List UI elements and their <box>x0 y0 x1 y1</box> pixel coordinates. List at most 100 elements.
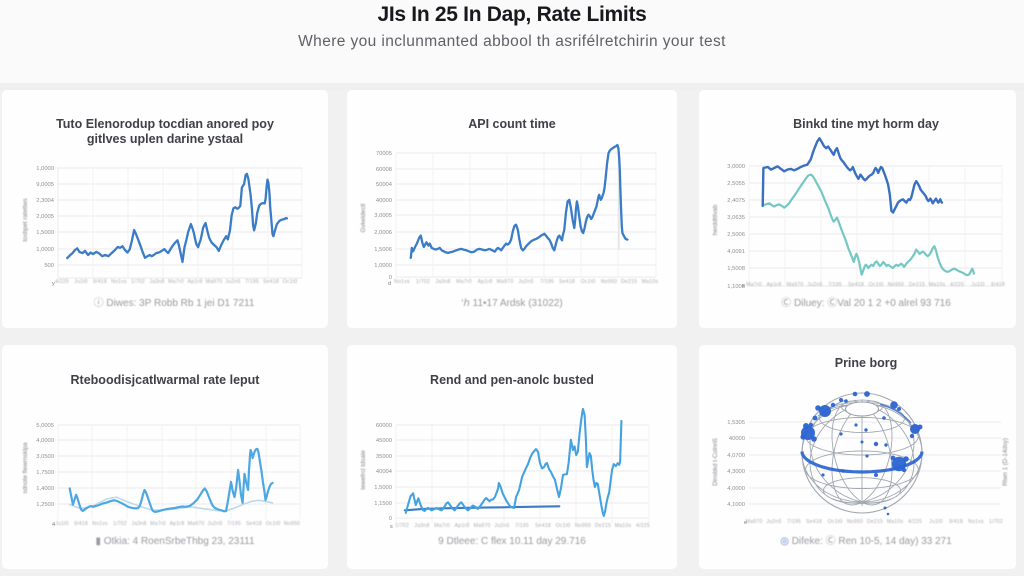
svg-text:Ma970: Ma970 <box>188 521 205 527</box>
svg-text:4,0000: 4,0000 <box>727 486 745 492</box>
svg-text:4,0700: 4,0700 <box>727 453 745 459</box>
svg-text:No950: No950 <box>575 523 591 529</box>
svg-text:3,0005: 3,0005 <box>374 213 392 219</box>
svg-text:Ma10s: Ma10s <box>929 282 946 288</box>
svg-text:Oc1t0: Oc1t0 <box>869 282 884 288</box>
svg-text:Ma10s: Ma10s <box>615 523 632 529</box>
svg-text:Oc1t0: Oc1t0 <box>556 523 571 529</box>
svg-text:7/195: 7/195 <box>787 519 801 525</box>
svg-text:‘ℎ 11•17 Ardsk (31022): ‘ℎ 11•17 Ardsk (31022) <box>461 298 562 309</box>
svg-text:De215: De215 <box>595 523 611 529</box>
svg-text:Se418: Se418 <box>246 521 262 527</box>
svg-text:Ju2n5: Ju2n5 <box>494 523 509 529</box>
svg-text:Ma10s: Ma10s <box>642 279 659 285</box>
svg-text:Rend and pen-anolc busted: Rend and pen-anolc busted <box>430 373 594 387</box>
svg-text:Ma10s: Ma10s <box>887 519 904 525</box>
svg-text:2,4075: 2,4075 <box>727 198 745 204</box>
svg-text:Ju1l0: Ju1l0 <box>55 521 68 527</box>
svg-text:Se418: Se418 <box>263 279 279 285</box>
svg-text:Ⓒ Diluey: ⒸVal 20 1 2 +0 alre: Ⓒ Diluey: ⒸVal 20 1 2 +0 alrel 93 716 <box>781 297 951 309</box>
svg-text:7/195: 7/195 <box>245 279 259 285</box>
svg-text:4,3000: 4,3000 <box>727 469 745 475</box>
svg-text:Oc1t0: Oc1t0 <box>266 521 281 527</box>
svg-text:Ma7r0: Ma7r0 <box>746 282 762 288</box>
svg-text:No1vs: No1vs <box>92 521 108 527</box>
svg-text:No950: No950 <box>601 279 617 285</box>
svg-text:De215: De215 <box>867 519 883 525</box>
svg-text:9,0005: 9,0005 <box>36 182 54 188</box>
svg-text:Se418: Se418 <box>559 279 575 285</box>
svg-text:Ap1r8: Ap1r8 <box>478 279 493 285</box>
svg-text:4,0000: 4,0000 <box>36 438 54 444</box>
svg-text:Ja3n8: Ja3n8 <box>149 279 164 285</box>
svg-text:Se418: Se418 <box>848 282 864 288</box>
svg-text:Ma970: Ma970 <box>474 523 491 529</box>
svg-text:4,0091: 4,0091 <box>727 249 745 255</box>
svg-text:API count time: API count time <box>468 117 556 131</box>
svg-text:4/225: 4/225 <box>55 279 69 285</box>
svg-text:4/225: 4/225 <box>908 519 922 525</box>
svg-text:tosbpet ratetlws: tosbpet ratetlws <box>22 198 29 241</box>
svg-text:9/418: 9/418 <box>93 279 107 285</box>
svg-text:No950: No950 <box>888 282 904 288</box>
svg-text:1/702: 1/702 <box>989 519 1003 525</box>
svg-text:7/195: 7/195 <box>515 523 529 529</box>
svg-text:Ma970: Ma970 <box>497 279 514 285</box>
svg-text:Binkd tine myt horm day: Binkd tine myt horm day <box>793 117 939 131</box>
svg-text:7/195: 7/195 <box>828 282 842 288</box>
svg-text:9 Dtleee: C flex 10.11 day 29: 9 Dtleee: C flex 10.11 day 29.716 <box>438 536 586 547</box>
svg-text:9/418: 9/418 <box>991 282 1005 288</box>
svg-text:Rteboodisjcatlwarmal rate lepu: Rteboodisjcatlwarmal rate leput <box>71 373 261 387</box>
svg-text:Ju1l0: Ju1l0 <box>74 279 87 285</box>
svg-text:Ap1r8: Ap1r8 <box>170 521 185 527</box>
svg-text:40000: 40000 <box>729 436 745 442</box>
svg-text:1,0000: 1,0000 <box>36 166 54 172</box>
svg-text:1,5000: 1,5000 <box>374 485 392 491</box>
svg-text:e: e <box>744 520 747 526</box>
svg-text:9/418: 9/418 <box>74 521 88 527</box>
svg-text:sdnote flewrnsklpa: sdnote flewrnsklpa <box>22 442 29 494</box>
svg-text:3,0000: 3,0000 <box>727 164 745 170</box>
svg-text:3,0500: 3,0500 <box>36 454 54 460</box>
svg-text:De215: De215 <box>621 279 637 285</box>
svg-text:No1vs: No1vs <box>968 519 984 525</box>
svg-text:Ja3n8: Ja3n8 <box>435 279 450 285</box>
svg-text:70005: 70005 <box>376 151 392 157</box>
svg-text:50004: 50004 <box>376 182 393 188</box>
svg-text:40000: 40000 <box>376 198 392 204</box>
svg-text:Ma7r0: Ma7r0 <box>150 521 166 527</box>
svg-text:1,0000: 1,0000 <box>36 247 54 253</box>
svg-text:1,5305: 1,5305 <box>727 420 745 426</box>
svg-text:y: y <box>52 281 55 287</box>
svg-text:Ja3n8: Ja3n8 <box>414 523 429 529</box>
svg-text:Ju1l0: Ju1l0 <box>971 282 984 288</box>
svg-text:tewefrcl tdsale: tewefrcl tdsale <box>360 450 367 490</box>
svg-text:ⓘ Diwes: 3P Robb Rb 1 jei D1: ⓘ Diwes: 3P Robb Rb 1 jei D1 7211 <box>94 297 255 309</box>
svg-text:Rlwn 1 (D-14dsy): Rlwn 1 (D-14dsy) <box>1002 438 1009 486</box>
svg-text:Ma970: Ma970 <box>787 282 804 288</box>
svg-text:2,3004: 2,3004 <box>36 198 55 204</box>
svg-text:Dinsbkd t-Colnriß: Dinsbkd t-Colnriß <box>712 438 719 486</box>
svg-text:No1vs: No1vs <box>394 279 410 285</box>
svg-text:45000: 45000 <box>376 438 392 444</box>
svg-text:Ma970: Ma970 <box>746 519 763 525</box>
svg-text:Se418: Se418 <box>806 519 822 525</box>
svg-text:Prine borg: Prine borg <box>835 356 898 370</box>
svg-text:5,0005: 5,0005 <box>36 423 54 429</box>
svg-text:No950: No950 <box>847 519 863 525</box>
svg-text:2,0006: 2,0006 <box>374 230 392 236</box>
svg-text:7/195: 7/195 <box>227 521 241 527</box>
svg-text:Oc1t0: Oc1t0 <box>283 279 298 285</box>
svg-text:Ma970: Ma970 <box>206 279 223 285</box>
svg-text:1/702: 1/702 <box>131 279 145 285</box>
svg-text:1,5000: 1,5000 <box>36 230 54 236</box>
svg-text:Ju2n5: Ju2n5 <box>518 279 533 285</box>
svg-text:No950: No950 <box>284 521 300 527</box>
svg-text:1,1008: 1,1008 <box>727 284 745 290</box>
svg-text:Tuto Elenorodup tocdian anored: Tuto Elenorodup tocdian anored poy <box>56 117 274 131</box>
svg-text:40004: 40004 <box>376 469 393 475</box>
svg-text:1,1500: 1,1500 <box>374 501 392 507</box>
svg-text:0: 0 <box>389 275 392 281</box>
svg-text:Ma7r0: Ma7r0 <box>168 279 184 285</box>
svg-text:1/702: 1/702 <box>113 521 127 527</box>
